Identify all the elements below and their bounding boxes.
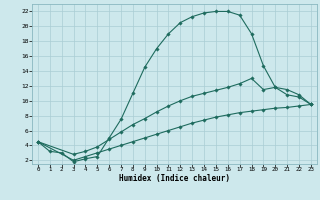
X-axis label: Humidex (Indice chaleur): Humidex (Indice chaleur) <box>119 174 230 183</box>
